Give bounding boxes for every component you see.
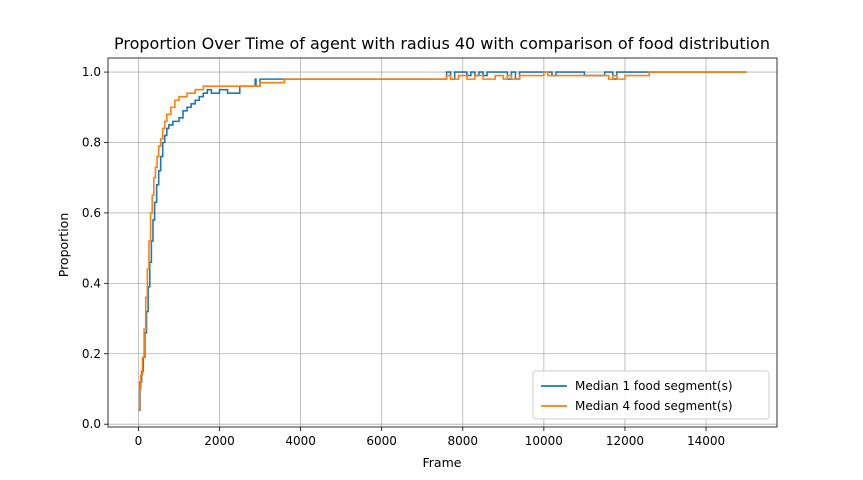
x-tick-label: 0 (135, 434, 143, 448)
y-tick-label: 1.0 (82, 65, 101, 79)
legend-entry-2: Median 4 food segment(s) (575, 399, 733, 413)
x-tick-label: 2000 (204, 434, 235, 448)
legend: Median 1 food segment(s) Median 4 food se… (532, 370, 770, 420)
axes-frame (107, 57, 778, 428)
x-axis-ticks: 0 2000 4000 6000 8000 10000 12000 14000 (135, 427, 725, 448)
series-line-1 (138, 71, 747, 411)
y-tick-label: 0.2 (82, 347, 101, 361)
x-tick-label: 4000 (285, 434, 316, 448)
y-tick-label: 0.6 (82, 206, 101, 220)
x-tick-label: 12000 (606, 434, 644, 448)
y-tick-label: 0.8 (82, 136, 101, 150)
y-tick-label: 0.0 (82, 417, 101, 431)
legend-entry-1: Median 1 food segment(s) (575, 379, 733, 393)
y-axis-label: Proportion (56, 213, 71, 278)
x-axis-label: Frame (423, 455, 462, 470)
series-line-2 (138, 71, 747, 411)
x-tick-label: 8000 (447, 434, 478, 448)
grid-lines (108, 58, 777, 427)
x-tick-label: 6000 (366, 434, 397, 448)
y-axis-ticks: 0.0 0.2 0.4 0.6 0.8 1.0 (82, 65, 108, 431)
legend-box (532, 370, 770, 420)
x-tick-label: 14000 (687, 434, 725, 448)
series-group (138, 71, 747, 411)
y-tick-label: 0.4 (82, 276, 101, 290)
chart-title: Proportion Over Time of agent with radiu… (114, 34, 770, 53)
plot-area-frame (107, 57, 778, 428)
x-tick-label: 10000 (525, 434, 563, 448)
